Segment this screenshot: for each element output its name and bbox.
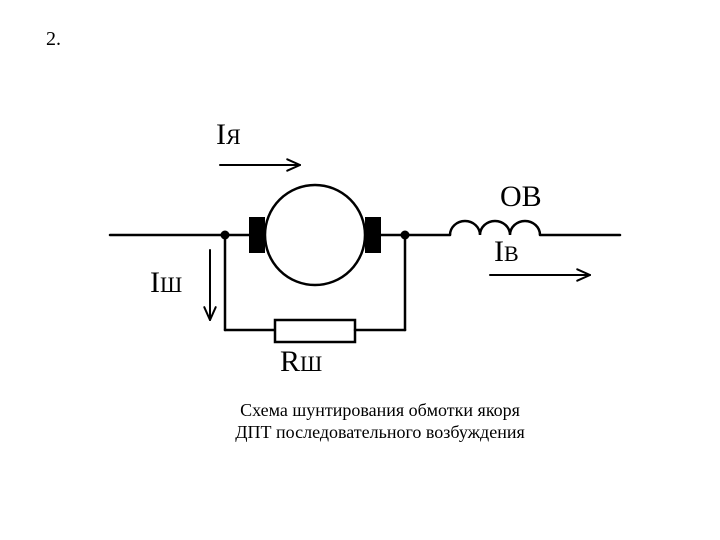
label-R-shunt: RШ <box>280 345 322 379</box>
circuit-diagram: 2. IЯ ОВ IВ IШ RШ Схема шунтирования обм… <box>0 0 720 540</box>
label-OV-field-winding: ОВ <box>500 180 542 214</box>
diagram-caption: Схема шунтирования обмотки якоря ДПТ пос… <box>180 400 580 443</box>
label-I-armature: IЯ <box>216 118 241 152</box>
circuit-svg <box>0 0 720 540</box>
label-I-field: IВ <box>494 235 519 269</box>
label-I-shunt: IШ <box>150 266 182 300</box>
